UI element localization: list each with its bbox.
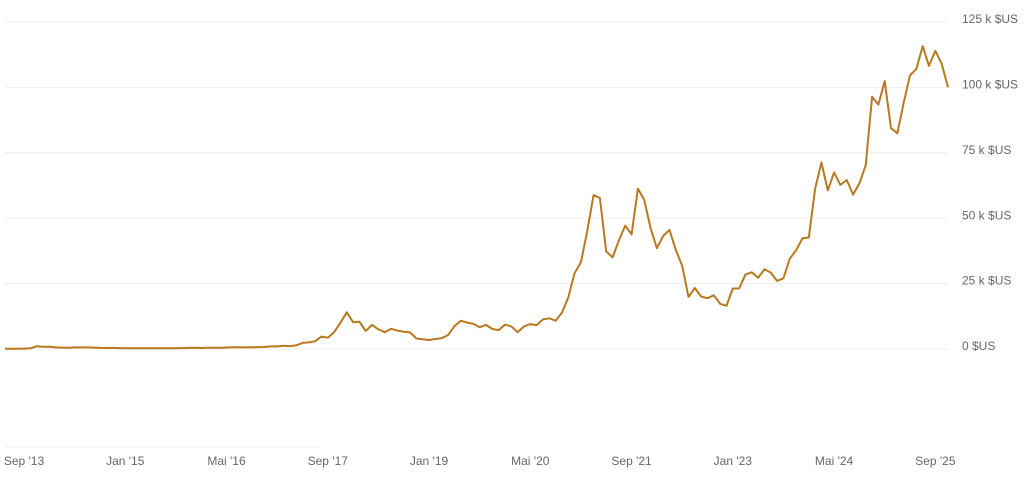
- y-tick-label: 75 k $US: [962, 143, 1011, 157]
- y-tick-label: 125 k $US: [962, 12, 1018, 26]
- price-line: [5, 45, 949, 350]
- x-tick-label: Sep '13: [4, 454, 45, 468]
- x-tick-label: Jan '19: [410, 454, 449, 468]
- y-tick-label: 25 k $US: [962, 274, 1011, 288]
- x-tick-label: Sep '25: [915, 454, 956, 468]
- x-tick-label: Mai '20: [511, 454, 550, 468]
- x-tick-label: Mai '24: [815, 454, 854, 468]
- y-tick-label: 100 k $US: [962, 78, 1018, 92]
- x-tick-label: Sep '17: [308, 454, 349, 468]
- y-tick-label: 0 $US: [962, 339, 995, 353]
- x-tick-label: Jan '15: [106, 454, 145, 468]
- x-tick-label: Mai '16: [207, 454, 246, 468]
- x-tick-label: Sep '21: [611, 454, 652, 468]
- x-tick-label: Jan '23: [714, 454, 753, 468]
- y-tick-label: 50 k $US: [962, 208, 1011, 222]
